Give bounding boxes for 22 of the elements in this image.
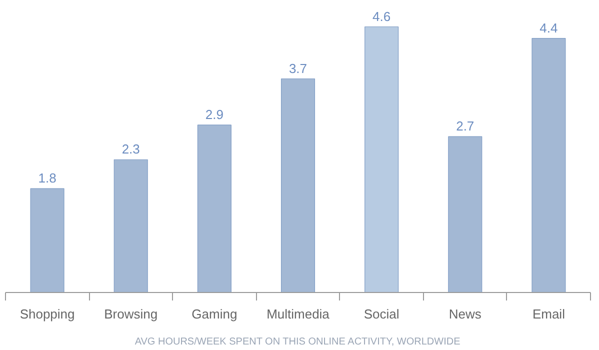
x-tick-label: Email [532,306,566,322]
data-label: 1.8 [38,170,56,186]
x-tick-label: News [448,306,482,322]
bar [448,136,482,292]
bar [364,26,399,292]
bar [197,124,232,292]
x-tick-label: Browsing [104,306,158,322]
data-label: 4.4 [540,20,558,36]
x-axis-title: AVG HOURS/WEEK SPENT ON THIS ONLINE ACTIVITY, WORLDWIDE [134,336,461,348]
bar [280,78,316,292]
bar [30,188,64,292]
x-tick-label: Shopping [20,306,75,322]
data-label: 3.7 [288,60,308,76]
x-tick-label: Gaming [192,306,238,322]
data-label: 2.7 [456,118,474,134]
x-tick-label: Social [364,306,400,322]
bar [532,38,566,292]
bar [114,159,148,292]
x-tick-label: Multimedia [266,306,330,322]
data-label: 2.3 [122,142,140,157]
data-label: 4.6 [372,8,391,24]
data-label: 2.9 [205,106,224,122]
